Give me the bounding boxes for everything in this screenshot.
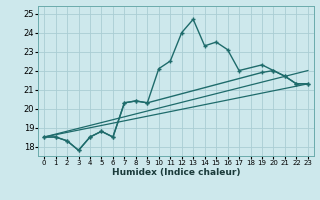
X-axis label: Humidex (Indice chaleur): Humidex (Indice chaleur) — [112, 168, 240, 177]
